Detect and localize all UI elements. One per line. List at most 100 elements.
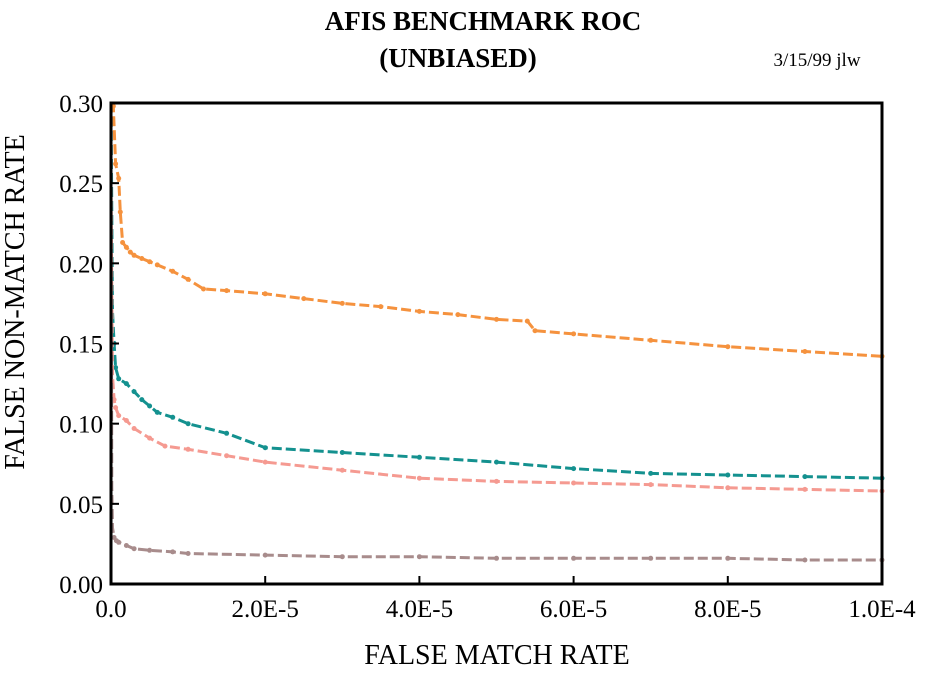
series-point-4 xyxy=(147,547,153,553)
series-point-3 xyxy=(185,446,191,452)
plot-frame xyxy=(109,101,884,586)
x-tick-label: 6.0E-5 xyxy=(540,596,607,623)
x-tick-label: 0.0 xyxy=(95,596,126,623)
series-point-1 xyxy=(524,318,530,324)
series-point-3 xyxy=(116,413,122,419)
series-point-2 xyxy=(131,389,137,395)
y-tick-label: 0.10 xyxy=(59,412,103,439)
series-point-1 xyxy=(262,291,268,297)
series-point-1 xyxy=(123,244,129,250)
series-point-2 xyxy=(113,365,119,370)
series-point-2 xyxy=(147,403,153,409)
series-point-1 xyxy=(185,276,191,282)
series-line-3 xyxy=(109,183,883,493)
series-point-4 xyxy=(416,554,422,560)
series-point-2 xyxy=(154,409,160,415)
series-line-2 xyxy=(109,102,883,480)
series-point-3 xyxy=(131,426,137,431)
series-point-1 xyxy=(139,256,145,261)
series-point-3 xyxy=(416,475,422,481)
series-point-2 xyxy=(802,474,808,480)
series-point-3 xyxy=(262,459,268,465)
series-point-1 xyxy=(120,240,126,245)
series-point-1 xyxy=(725,344,731,350)
series-point-1 xyxy=(532,328,538,334)
series-point-3 xyxy=(648,482,654,488)
series-point-4 xyxy=(262,552,268,558)
series-point-4 xyxy=(494,555,499,561)
chart-title: AFIS BENCHMARK ROC xyxy=(325,6,642,36)
series-point-2 xyxy=(139,397,145,403)
series-point-4 xyxy=(170,549,176,555)
series-point-3 xyxy=(162,443,168,449)
series-layer xyxy=(109,102,885,563)
series-point-3 xyxy=(147,435,153,441)
x-tick-label: 2.0E-5 xyxy=(232,596,299,623)
series-point-1 xyxy=(301,296,307,302)
series-point-1 xyxy=(378,304,384,310)
y-tick-label: 0.00 xyxy=(59,572,103,599)
y-tick-label: 0.20 xyxy=(59,251,103,278)
series-point-2 xyxy=(416,454,422,460)
series-point-4 xyxy=(802,557,808,563)
series-point-3 xyxy=(571,480,577,486)
series-point-4 xyxy=(571,555,577,561)
series-point-1 xyxy=(339,300,345,306)
y-tick-label: 0.15 xyxy=(59,332,103,359)
series-point-2 xyxy=(725,472,731,478)
series-point-1 xyxy=(113,161,119,167)
x-axis-label: FALSE MATCH RATE xyxy=(364,640,630,671)
series-point-1 xyxy=(802,349,808,354)
series-point-1 xyxy=(201,286,206,292)
series-point-4 xyxy=(185,551,191,556)
series-point-3 xyxy=(339,467,345,473)
series-point-1 xyxy=(127,249,133,255)
series-point-1 xyxy=(170,268,176,274)
series-point-3 xyxy=(113,405,119,411)
series-point-4 xyxy=(123,543,129,548)
series-point-2 xyxy=(339,450,345,455)
series-point-3 xyxy=(802,486,808,492)
series-point-3 xyxy=(123,418,129,423)
series-point-1 xyxy=(147,259,153,265)
series-point-3 xyxy=(725,485,731,491)
series-point-1 xyxy=(648,337,654,343)
series-point-2 xyxy=(494,459,499,465)
series-point-1 xyxy=(455,312,461,318)
series-point-4 xyxy=(648,555,654,561)
series-point-2 xyxy=(262,445,268,451)
y-tick-label: 0.25 xyxy=(59,171,103,198)
series-point-2 xyxy=(571,466,577,472)
series-point-1 xyxy=(116,175,122,181)
series-point-2 xyxy=(185,421,191,427)
chart-annotation: 3/15/99 jlw xyxy=(773,50,860,71)
chart-subtitle: (UNBIASED) xyxy=(379,43,537,73)
series-point-2 xyxy=(116,376,122,382)
y-axis-ticks: 0.00 0.05 0.10 0.15 0.20 0.25 0.30 xyxy=(59,91,119,599)
series-point-4 xyxy=(339,554,345,560)
series-point-1 xyxy=(224,288,230,294)
series-point-4 xyxy=(725,555,731,561)
series-point-1 xyxy=(117,209,123,215)
series-point-2 xyxy=(224,430,230,436)
series-point-3 xyxy=(224,453,230,459)
series-point-1 xyxy=(494,316,499,322)
x-tick-label: 4.0E-5 xyxy=(386,596,453,623)
x-tick-label: 8.0E-5 xyxy=(694,596,761,623)
series-point-1 xyxy=(154,262,160,268)
series-point-3 xyxy=(494,478,499,484)
series-point-2 xyxy=(648,470,654,476)
series-point-1 xyxy=(571,331,577,337)
series-point-4 xyxy=(131,546,137,552)
series-point-1 xyxy=(416,308,422,314)
x-axis-ticks: 0.0 2.0E-5 4.0E-5 6.0E-5 8.0E-5 1.0E-4 xyxy=(95,576,916,623)
x-tick-label: 1.0E-4 xyxy=(848,596,916,623)
series-line-4 xyxy=(109,102,882,562)
series-point-4 xyxy=(116,539,122,545)
y-tick-label: 0.05 xyxy=(59,492,103,519)
series-line-1 xyxy=(109,102,883,358)
y-tick-label: 0.30 xyxy=(59,91,103,118)
series-point-1 xyxy=(131,252,137,258)
series-point-2 xyxy=(170,414,176,420)
